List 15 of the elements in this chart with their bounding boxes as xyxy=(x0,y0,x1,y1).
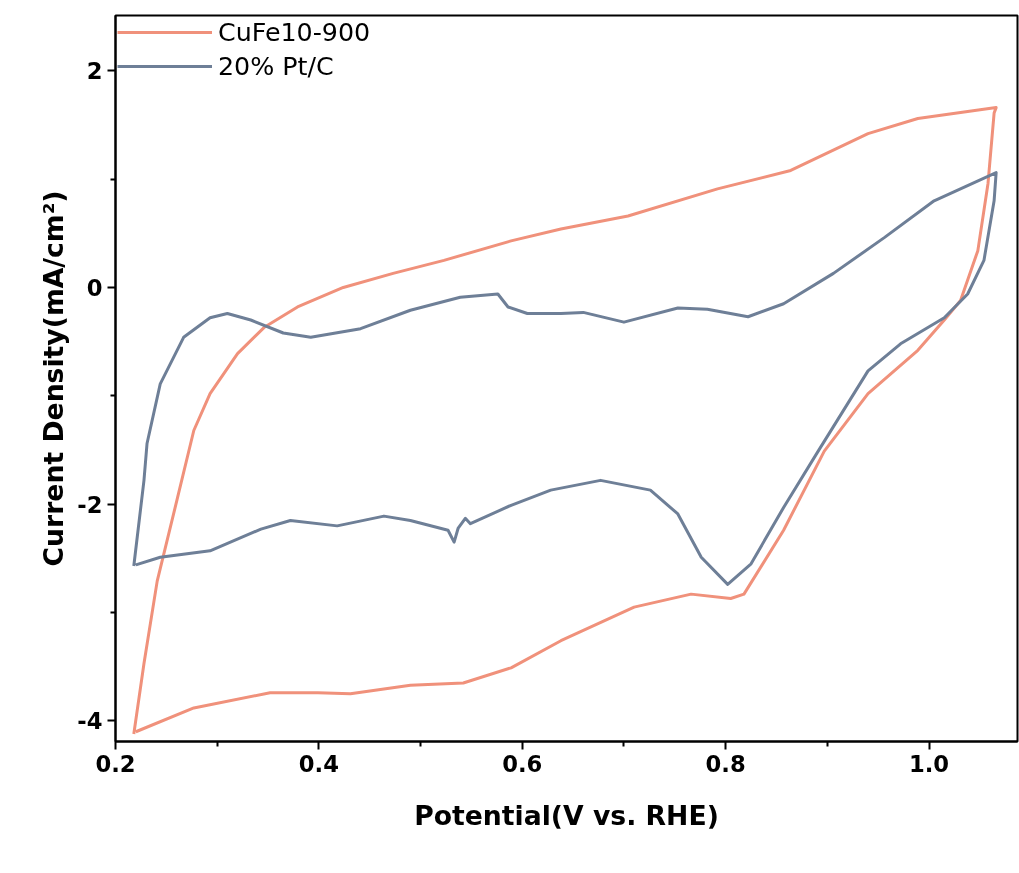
x-tick-label: 1.0 xyxy=(908,750,950,777)
line-series xyxy=(132,171,998,586)
y-tick-label: 2 xyxy=(86,58,103,85)
legend-label: 20% Pt/C xyxy=(218,51,334,81)
legend-label: CuFe10-900 xyxy=(218,17,371,47)
line-series xyxy=(132,106,998,736)
x-tick-label: 0.6 xyxy=(502,750,543,777)
y-tick-label: -2 xyxy=(77,491,103,518)
y-axis-title: Current Density(mA/cm²) xyxy=(38,190,70,567)
x-axis-title: Potential(V vs. RHE) xyxy=(414,799,719,831)
y-tick-label: -4 xyxy=(77,708,103,735)
x-tick-label: 0.8 xyxy=(705,750,746,777)
x-tick-label: 0.4 xyxy=(298,750,339,777)
x-tick-label: 0.2 xyxy=(95,750,136,777)
y-tick-label: 0 xyxy=(86,274,103,301)
